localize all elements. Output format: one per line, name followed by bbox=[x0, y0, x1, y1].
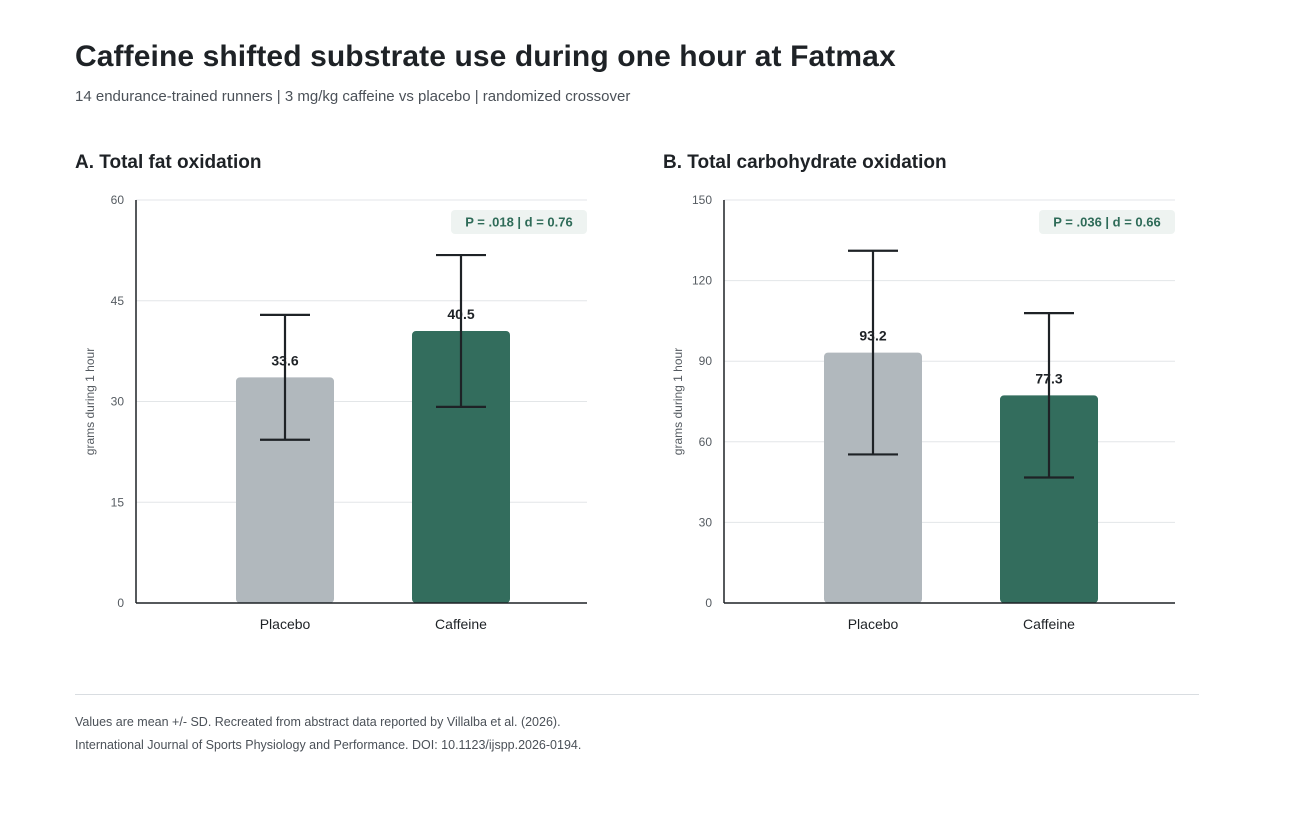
panel-b-title: B. Total carbohydrate oxidation bbox=[663, 152, 947, 173]
chart-title: Caffeine shifted substrate use during on… bbox=[75, 40, 896, 73]
footnote-doi: International Journal of Sports Physiolo… bbox=[75, 738, 582, 752]
y-tick-label: 150 bbox=[692, 193, 712, 207]
y-tick-label: 60 bbox=[111, 193, 125, 207]
chart-subtitle: 14 endurance-trained runners | 3 mg/kg c… bbox=[75, 88, 631, 105]
x-tick-label: Placebo bbox=[848, 616, 899, 632]
stats-annotation: P = .036 | d = 0.66 bbox=[1053, 215, 1160, 230]
x-tick-label: Caffeine bbox=[435, 616, 487, 632]
y-axis-title: grams during 1 hour bbox=[671, 348, 685, 455]
bar-caffeine bbox=[412, 330, 510, 603]
stats-badge bbox=[451, 210, 587, 234]
bar-placebo bbox=[824, 352, 922, 603]
x-tick-label: Placebo bbox=[260, 616, 311, 632]
y-tick-label: 60 bbox=[699, 435, 713, 449]
y-tick-label: 0 bbox=[705, 596, 712, 610]
stats-badge bbox=[1039, 210, 1175, 234]
panel-a-title: A. Total fat oxidation bbox=[75, 152, 262, 173]
bar-caffeine bbox=[1000, 395, 1098, 603]
y-tick-label: 30 bbox=[111, 395, 125, 409]
y-tick-label: 45 bbox=[111, 294, 125, 308]
x-tick-label: Caffeine bbox=[1023, 616, 1075, 632]
stats-annotation: P = .018 | d = 0.76 bbox=[465, 215, 572, 230]
bar-placebo bbox=[236, 377, 334, 603]
footer-divider bbox=[75, 694, 1199, 695]
y-tick-label: 15 bbox=[111, 495, 125, 509]
y-tick-label: 0 bbox=[117, 596, 124, 610]
y-tick-label: 90 bbox=[699, 354, 713, 368]
y-tick-label: 30 bbox=[699, 515, 713, 529]
y-axis-title: grams during 1 hour bbox=[83, 348, 97, 455]
y-tick-label: 120 bbox=[692, 274, 712, 288]
footnote-source: Values are mean +/- SD. Recreated from a… bbox=[75, 715, 561, 729]
